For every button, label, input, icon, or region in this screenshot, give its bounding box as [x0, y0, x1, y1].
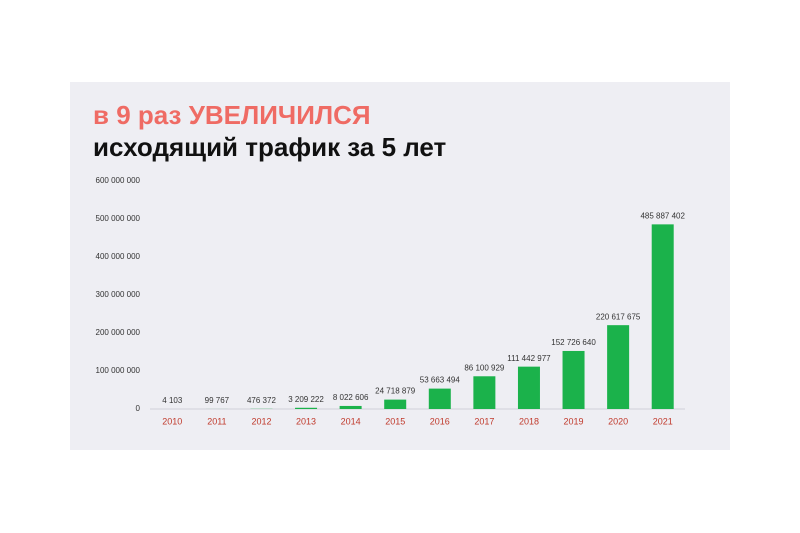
- bar: [517, 366, 540, 409]
- x-tick-label: 2014: [341, 416, 361, 426]
- bar: [473, 376, 496, 409]
- chart-title: в 9 раз УВЕЛИЧИЛСЯ: [93, 100, 371, 130]
- bar: [428, 388, 451, 409]
- x-tick-label: 2010: [162, 416, 182, 426]
- value-label: 476 372: [247, 396, 276, 405]
- value-label: 485 887 402: [640, 211, 685, 220]
- x-tick-label: 2016: [430, 416, 450, 426]
- y-tick-label: 500 000 000: [96, 214, 141, 223]
- value-label: 99 767: [205, 396, 230, 405]
- value-label: 3 209 222: [288, 395, 324, 404]
- value-label: 24 718 879: [375, 387, 416, 396]
- y-tick-label: 100 000 000: [96, 366, 141, 375]
- y-tick-label: 600 000 000: [96, 176, 141, 185]
- value-label: 220 617 675: [596, 312, 641, 321]
- x-tick-label: 2015: [385, 416, 405, 426]
- y-tick-label: 200 000 000: [96, 328, 141, 337]
- x-tick-label: 2019: [564, 416, 584, 426]
- y-tick-label: 400 000 000: [96, 252, 141, 261]
- x-tick-label: 2020: [608, 416, 628, 426]
- y-tick-label: 300 000 000: [96, 290, 141, 299]
- bar: [651, 224, 674, 409]
- bar: [384, 399, 407, 409]
- chart-subtitle: исходящий трафик за 5 лет: [93, 132, 447, 162]
- bar: [607, 325, 630, 409]
- x-tick-label: 2013: [296, 416, 316, 426]
- value-label: 86 100 929: [464, 363, 505, 372]
- x-tick-label: 2012: [251, 416, 271, 426]
- bar: [339, 405, 362, 409]
- x-tick-label: 2011: [207, 416, 226, 426]
- x-tick-label: 2017: [474, 416, 494, 426]
- x-tick-label: 2018: [519, 416, 539, 426]
- value-label: 8 022 606: [333, 393, 369, 402]
- bar: [295, 407, 318, 409]
- y-tick-label: 0: [136, 404, 141, 413]
- value-label: 111 442 977: [507, 354, 551, 363]
- value-label: 152 726 640: [551, 338, 596, 347]
- value-label: 4 103: [162, 396, 183, 405]
- bar: [562, 350, 585, 409]
- x-tick-label: 2021: [653, 416, 673, 426]
- value-label: 53 663 494: [420, 376, 461, 385]
